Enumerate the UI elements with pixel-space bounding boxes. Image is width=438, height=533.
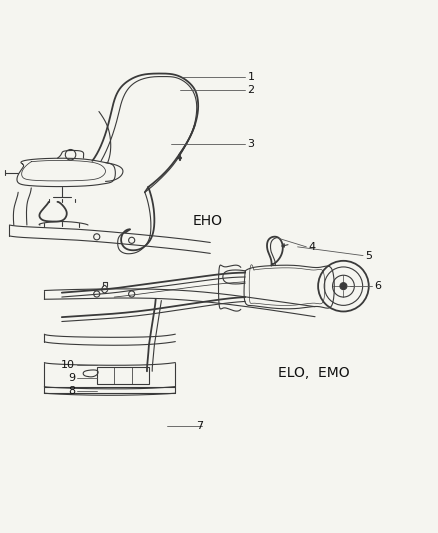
Text: 4: 4 — [308, 242, 316, 252]
Text: 5: 5 — [365, 251, 372, 261]
Circle shape — [340, 282, 347, 289]
Text: 6: 6 — [374, 281, 381, 291]
Text: 1: 1 — [247, 71, 254, 82]
Text: EHO: EHO — [193, 214, 223, 228]
Text: 8: 8 — [68, 386, 75, 396]
Bar — [97, 367, 149, 384]
Text: 10: 10 — [61, 360, 75, 370]
Text: 2: 2 — [247, 85, 254, 95]
Text: 7: 7 — [197, 421, 204, 431]
Text: 9: 9 — [68, 373, 75, 383]
Text: ELO,  EMO: ELO, EMO — [278, 367, 350, 381]
Text: 3: 3 — [247, 139, 254, 149]
